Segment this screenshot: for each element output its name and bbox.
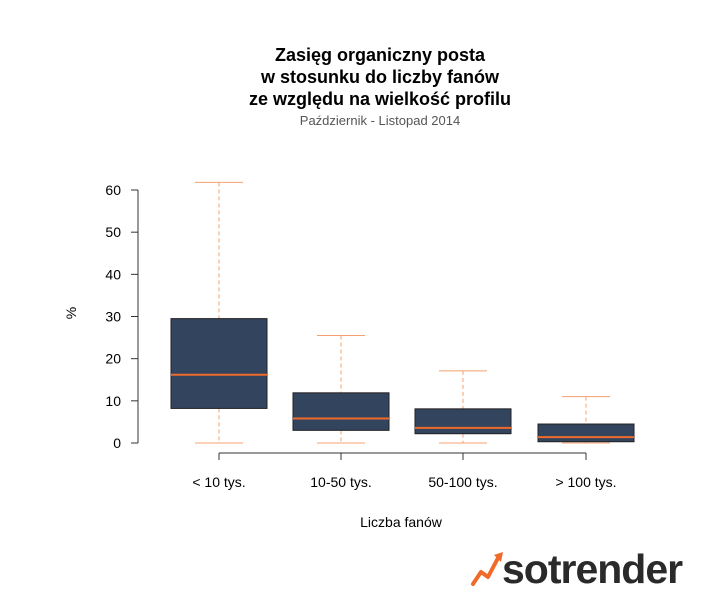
y-axis-title: % — [63, 307, 79, 319]
y-tick-label: 60 — [105, 182, 121, 198]
y-tick-label: 0 — [113, 435, 121, 451]
x-tick-label: 50-100 tys. — [428, 474, 497, 490]
chart-title-line-2: w stosunku do liczby fanów — [260, 67, 500, 87]
box-iqr — [537, 423, 635, 443]
chart-title-block: Zasięg organiczny posta w stosunku do li… — [0, 44, 724, 128]
x-tick-label: < 10 tys. — [192, 474, 245, 490]
box-iqr — [414, 408, 512, 435]
box-group — [292, 334, 390, 444]
box-group — [414, 370, 512, 444]
y-tick-label: 10 — [105, 393, 121, 409]
box-iqr — [170, 318, 268, 409]
box-group — [170, 181, 268, 444]
y-tick-label: 50 — [105, 224, 121, 240]
y-tick-label: 20 — [105, 351, 121, 367]
chart-title-line-3: ze względu na wielkość profilu — [248, 89, 512, 109]
y-tick-label: 40 — [105, 266, 121, 282]
box-iqr — [292, 392, 390, 431]
chart-title-line-1: Zasięg organiczny posta — [274, 45, 486, 65]
chart-subtitle: Październik - Listopad 2014 — [299, 113, 461, 128]
x-tick-label: > 100 tys. — [555, 474, 616, 490]
brand-name: sotrender — [502, 546, 683, 590]
x-axis-title: Liczba fanów — [360, 514, 443, 530]
sotrender-logo: sotrender — [471, 546, 684, 590]
box-group — [537, 396, 635, 444]
x-tick-label: 10-50 tys. — [310, 474, 371, 490]
trend-arrow-icon — [471, 552, 503, 586]
y-tick-label: 30 — [105, 309, 121, 325]
